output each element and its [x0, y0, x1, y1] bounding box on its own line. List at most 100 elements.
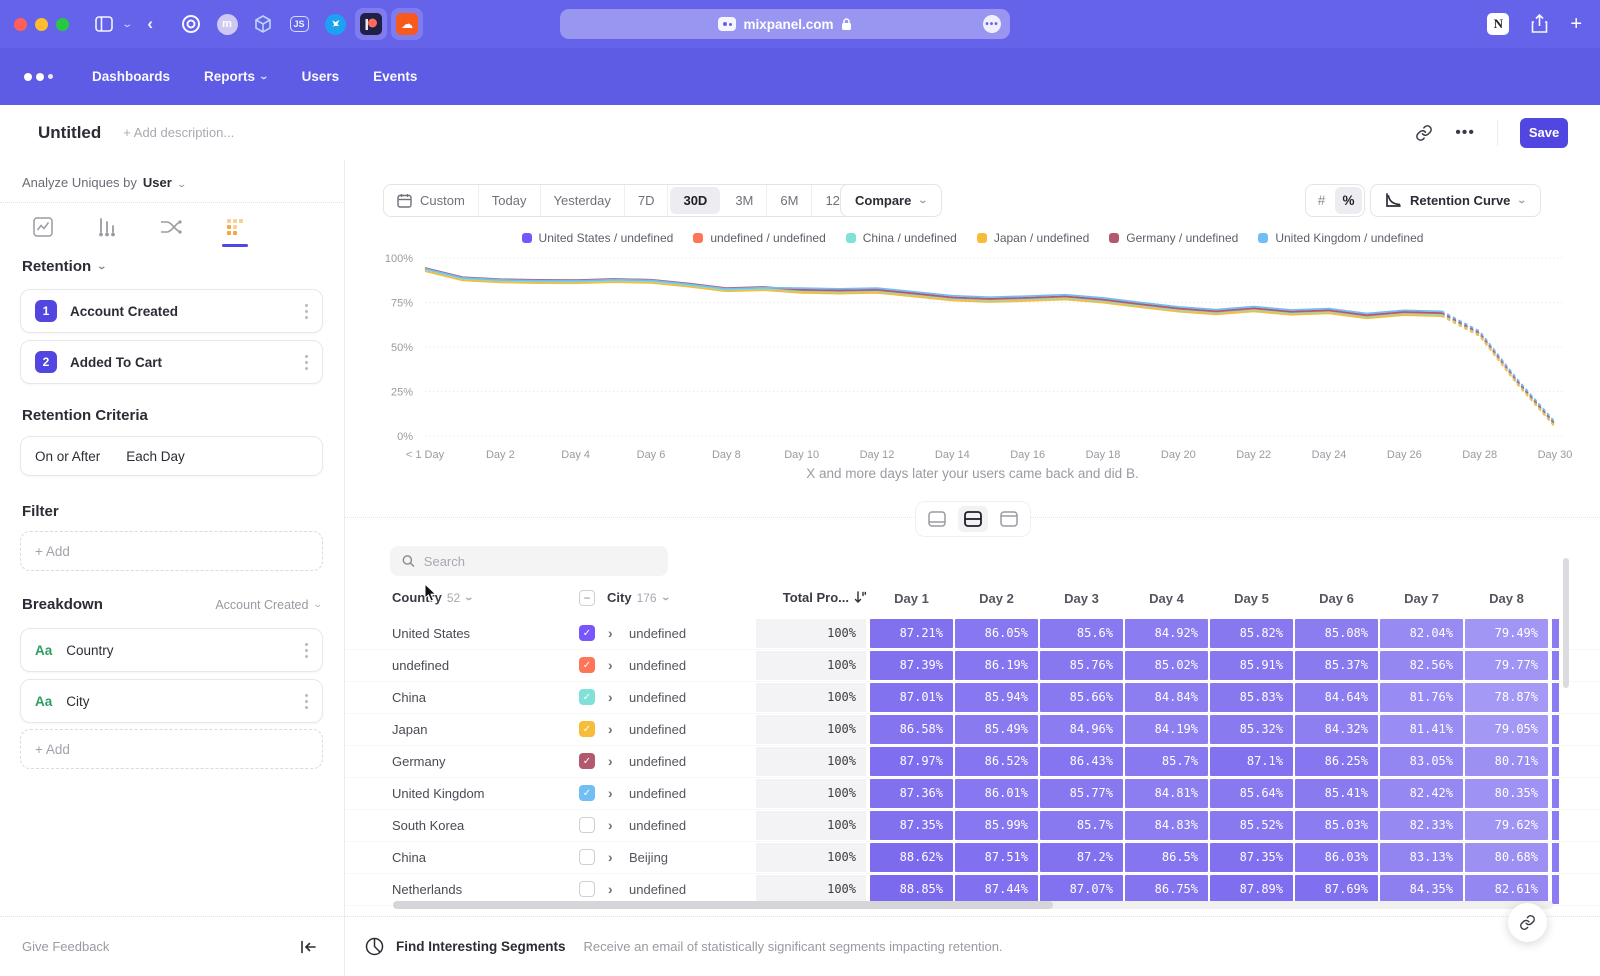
add-description-button[interactable]: + Add description... — [123, 125, 234, 140]
retention-cell[interactable]: 85.37% — [1295, 651, 1378, 680]
vertical-scrollbar[interactable] — [1563, 558, 1569, 688]
column-day-8[interactable]: Day 8 — [1465, 591, 1548, 606]
legend-item[interactable]: Germany / undefined — [1109, 231, 1238, 245]
retention-cell[interactable]: 85.08% — [1295, 619, 1378, 648]
retention-cell[interactable]: 84.64% — [1295, 683, 1378, 712]
retention-cell[interactable]: 84.96% — [1040, 715, 1123, 744]
share-link-floating-button[interactable] — [1508, 903, 1547, 942]
layout-split-button[interactable] — [958, 506, 988, 532]
retention-cell[interactable]: 87.89% — [1210, 875, 1293, 904]
table-search-input[interactable] — [424, 554, 656, 569]
criteria-each-day[interactable]: Each Day — [126, 449, 185, 464]
retention-cell[interactable]: 82.56% — [1380, 651, 1463, 680]
retention-cell[interactable]: 86.58% — [870, 715, 953, 744]
soundcloud-extension-icon[interactable]: ☁ — [391, 8, 423, 40]
table-row[interactable]: China✓›undefined100%87.01%85.94%85.66%84… — [345, 682, 1600, 714]
retention-cell[interactable]: 84.92% — [1125, 619, 1208, 648]
row-checkbox[interactable]: ✓ — [579, 657, 595, 673]
row-checkbox[interactable]: ✓ — [579, 689, 595, 705]
step-options-button[interactable] — [305, 304, 308, 319]
retention-cell[interactable]: 79.77% — [1465, 651, 1548, 680]
table-row[interactable]: United States✓›undefined100%87.21%86.05%… — [345, 618, 1600, 650]
layout-chart-only-button[interactable] — [922, 506, 952, 532]
nav-dashboards[interactable]: Dashboards — [92, 69, 170, 84]
retention-cell[interactable]: 85.94% — [955, 683, 1038, 712]
retention-cell[interactable]: 85.64% — [1210, 779, 1293, 808]
chevron-down-icon[interactable]: ⌄ — [121, 19, 133, 30]
legend-item[interactable]: United States / undefined — [522, 231, 674, 245]
retention-cell[interactable]: 85.6% — [1040, 619, 1123, 648]
breakdown-city[interactable]: Aa City — [20, 679, 323, 723]
row-checkbox[interactable]: ✓ — [579, 753, 595, 769]
retention-cell[interactable]: 85.41% — [1295, 779, 1378, 808]
retention-cell[interactable]: 82.61% — [1465, 875, 1548, 904]
legend-item[interactable]: Japan / undefined — [977, 231, 1089, 245]
expand-row-icon[interactable]: › — [608, 721, 613, 737]
retention-cell[interactable]: 85.49% — [955, 715, 1038, 744]
column-day-7[interactable]: Day 7 — [1380, 591, 1463, 606]
table-row[interactable]: South Korea›undefined100%87.35%85.99%85.… — [345, 810, 1600, 842]
range-3m[interactable]: 3M — [722, 185, 767, 216]
legend-item[interactable]: China / undefined — [846, 231, 957, 245]
row-checkbox[interactable] — [579, 849, 595, 865]
range-yesterday[interactable]: Yesterday — [541, 185, 625, 216]
patreon-extension-icon[interactable] — [355, 8, 387, 40]
retention-cell[interactable]: 85.83% — [1210, 683, 1293, 712]
retention-cell[interactable]: 84.19% — [1125, 715, 1208, 744]
retention-cell[interactable]: 85.99% — [955, 811, 1038, 840]
breakdown-scope-selector[interactable]: Account Created⌄ — [215, 598, 322, 612]
cube-extension-icon[interactable] — [247, 8, 279, 40]
retention-criteria-card[interactable]: On or After Each Day — [20, 436, 323, 476]
column-country[interactable]: Country52⌄ — [392, 590, 473, 605]
retention-cell[interactable]: 84.84% — [1125, 683, 1208, 712]
column-day-2[interactable]: Day 2 — [955, 591, 1038, 606]
retention-cell[interactable]: 87.07% — [1040, 875, 1123, 904]
retention-cell[interactable]: 84.32% — [1295, 715, 1378, 744]
toggle-percent[interactable]: % — [1335, 187, 1362, 214]
number-format-toggle[interactable]: #% — [1305, 184, 1365, 217]
range-30d[interactable]: 30D — [670, 187, 720, 214]
retention-cell[interactable]: 88.62% — [870, 843, 953, 872]
give-feedback-link[interactable]: Give Feedback — [22, 939, 109, 954]
new-tab-icon[interactable]: + — [1570, 13, 1582, 36]
retention-cell[interactable]: 86.75% — [1125, 875, 1208, 904]
tab-retention[interactable] — [214, 210, 256, 244]
range-custom[interactable]: Custom — [384, 185, 479, 216]
retention-cell[interactable]: 87.1% — [1210, 747, 1293, 776]
retention-cell[interactable]: 85.82% — [1210, 619, 1293, 648]
nav-reports[interactable]: Reports⌄ — [204, 69, 268, 84]
retention-chart[interactable]: 0%25%50%75%100%< 1 DayDay 2Day 4Day 6Day… — [345, 248, 1600, 466]
retention-cell[interactable]: 87.39% — [870, 651, 953, 680]
nav-users[interactable]: Users — [302, 69, 340, 84]
breakdown-add-button[interactable]: + Add — [20, 729, 323, 769]
retention-cell[interactable]: 86.5% — [1125, 843, 1208, 872]
column-day-6[interactable]: Day 6 — [1295, 591, 1378, 606]
retention-cell[interactable]: 86.19% — [955, 651, 1038, 680]
retention-cell[interactable]: 79.05% — [1465, 715, 1548, 744]
row-checkbox[interactable]: ✓ — [579, 625, 595, 641]
retention-cell[interactable]: 85.02% — [1125, 651, 1208, 680]
tab-funnels[interactable] — [86, 210, 128, 244]
m-extension-icon[interactable]: m — [211, 8, 243, 40]
retention-cell[interactable]: 80.68% — [1465, 843, 1548, 872]
retention-cell[interactable]: 85.52% — [1210, 811, 1293, 840]
maximize-window-button[interactable] — [56, 18, 69, 31]
retention-cell[interactable]: 87.97% — [870, 747, 953, 776]
breakdown-options-button[interactable] — [305, 643, 308, 658]
traffic-lights[interactable] — [14, 18, 69, 31]
table-search[interactable] — [390, 546, 668, 576]
js-extension-icon[interactable]: JS — [283, 8, 315, 40]
retention-section-title[interactable]: Retention⌄ — [22, 258, 106, 275]
table-row[interactable]: Germany✓›undefined100%87.97%86.52%86.43%… — [345, 746, 1600, 778]
retention-cell[interactable]: 81.76% — [1380, 683, 1463, 712]
onepassword-extension-icon[interactable] — [175, 8, 207, 40]
notion-extension-icon[interactable]: N — [1487, 13, 1509, 35]
retention-cell[interactable]: 82.04% — [1380, 619, 1463, 648]
expand-row-icon[interactable]: › — [608, 625, 613, 641]
retention-step-2[interactable]: 2 Added To Cart — [20, 340, 323, 384]
retention-cell[interactable]: 86.43% — [1040, 747, 1123, 776]
tab-insights[interactable] — [22, 210, 64, 244]
retention-cell[interactable]: 81.41% — [1380, 715, 1463, 744]
find-segments-link[interactable]: Find Interesting Segments — [396, 939, 566, 954]
expand-row-icon[interactable]: › — [608, 753, 613, 769]
